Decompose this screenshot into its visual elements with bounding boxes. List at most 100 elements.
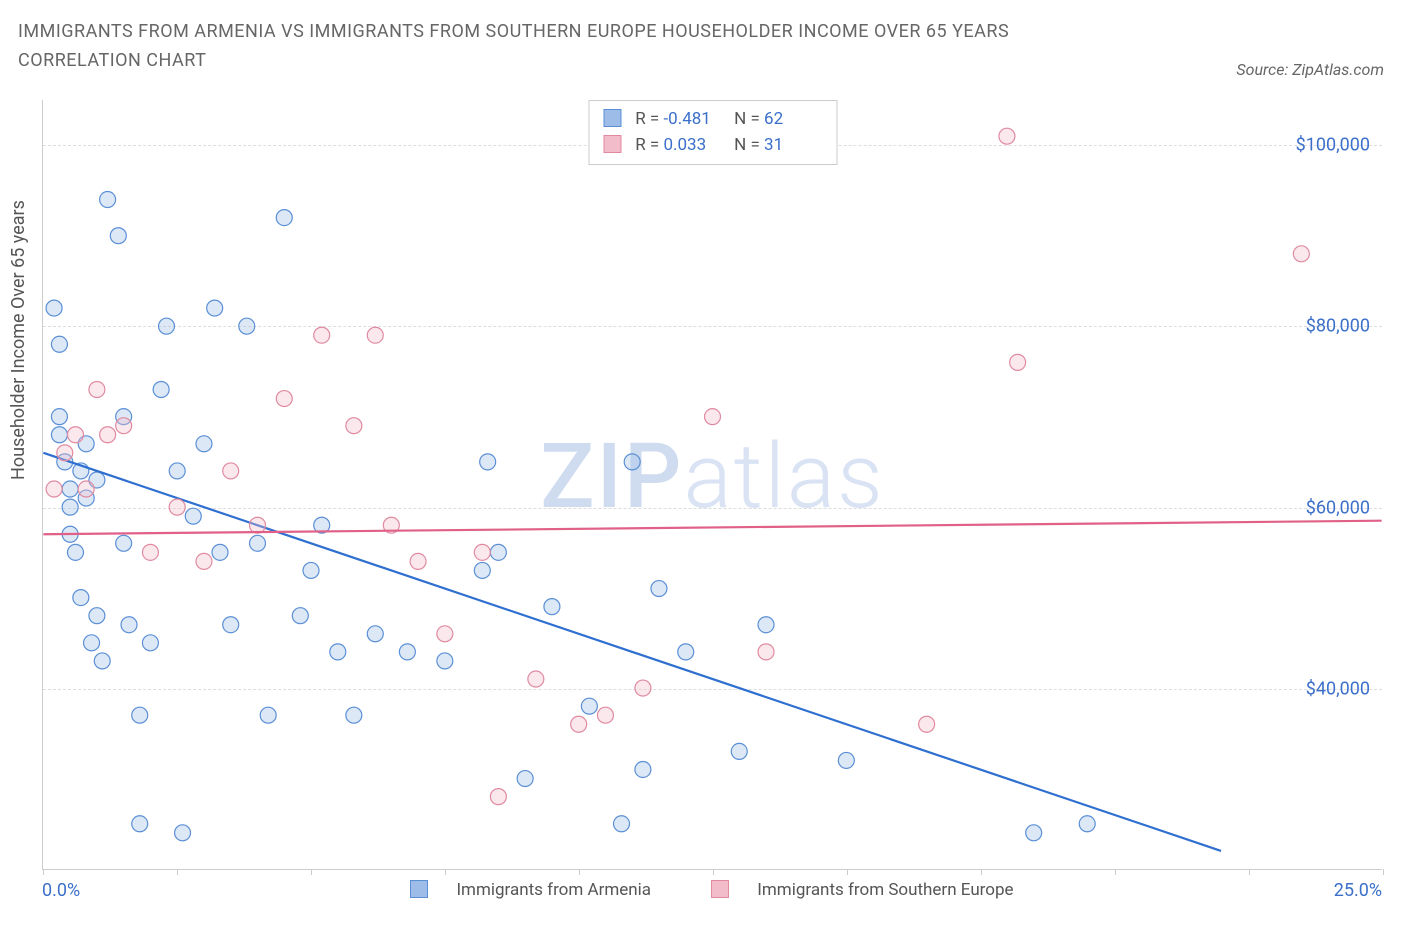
stats-row-seurope: R = 0.033 N = 31 xyxy=(603,133,822,159)
r-value-seurope: 0.033 xyxy=(663,133,721,159)
x-tick-mark xyxy=(981,869,982,875)
legend-swatch-seurope-2 xyxy=(711,880,729,898)
scatter-point-armenia xyxy=(490,544,506,560)
r-label: R = xyxy=(635,135,659,155)
scatter-point-armenia xyxy=(207,300,223,316)
scatter-point-armenia xyxy=(303,562,319,578)
scatter-point-seurope xyxy=(410,553,426,569)
scatter-point-seurope xyxy=(474,544,490,560)
scatter-point-armenia xyxy=(758,617,774,633)
y-axis-label: Householder Income Over 65 years xyxy=(8,200,29,480)
scatter-point-armenia xyxy=(635,761,651,777)
legend-label-seurope: Immigrants from Southern Europe xyxy=(757,880,1013,900)
scatter-point-armenia xyxy=(110,228,126,244)
regression-line-armenia xyxy=(43,453,1221,851)
scatter-point-armenia xyxy=(100,192,116,208)
scatter-point-armenia xyxy=(142,635,158,651)
scatter-point-seurope xyxy=(314,327,330,343)
scatter-point-armenia xyxy=(46,300,62,316)
scatter-point-armenia xyxy=(67,544,83,560)
source-attribution: Source: ZipAtlas.com xyxy=(1236,60,1384,79)
scatter-point-armenia xyxy=(276,210,292,226)
x-tick-mark xyxy=(1115,869,1116,875)
scatter-point-armenia xyxy=(169,463,185,479)
scatter-point-armenia xyxy=(260,707,276,723)
chart-plot-area: ZIPatlas R = -0.481 N = 62 R = 0.033 N =… xyxy=(42,100,1382,870)
scatter-point-armenia xyxy=(62,481,78,497)
x-tick-mark xyxy=(1383,869,1384,875)
legend-swatch-armenia xyxy=(603,109,621,127)
scatter-point-seurope xyxy=(490,789,506,805)
scatter-svg xyxy=(43,100,1382,869)
scatter-point-seurope xyxy=(1010,354,1026,370)
correlation-stats-box: R = -0.481 N = 62 R = 0.033 N = 31 xyxy=(588,100,837,165)
scatter-point-armenia xyxy=(614,816,630,832)
scatter-point-armenia xyxy=(132,707,148,723)
n-label: N = xyxy=(734,135,760,155)
chart-title: IMMIGRANTS FROM ARMENIA VS IMMIGRANTS FR… xyxy=(18,18,1126,76)
scatter-point-seurope xyxy=(276,391,292,407)
scatter-point-armenia xyxy=(250,535,266,551)
scatter-point-seurope xyxy=(89,382,105,398)
scatter-point-seurope xyxy=(116,418,132,434)
scatter-point-armenia xyxy=(196,436,212,452)
regression-line-seurope xyxy=(43,521,1381,535)
x-tick-mark xyxy=(311,869,312,875)
scatter-point-seurope xyxy=(635,680,651,696)
legend-item-seurope: Immigrants from Southern Europe xyxy=(697,880,1027,900)
scatter-point-armenia xyxy=(474,562,490,578)
x-tick-mark xyxy=(445,869,446,875)
legend-item-armenia: Immigrants from Armenia xyxy=(396,880,669,900)
r-value-armenia: -0.481 xyxy=(663,107,721,133)
legend-swatch-seurope xyxy=(603,135,621,153)
legend-bottom: Immigrants from Armenia Immigrants from … xyxy=(42,880,1382,900)
scatter-point-seurope xyxy=(67,427,83,443)
scatter-point-seurope xyxy=(437,626,453,642)
scatter-point-seurope xyxy=(999,128,1015,144)
scatter-point-seurope xyxy=(100,427,116,443)
x-tick-mark xyxy=(579,869,580,875)
scatter-point-armenia xyxy=(132,816,148,832)
scatter-point-armenia xyxy=(367,626,383,642)
x-tick-mark xyxy=(1249,869,1250,875)
scatter-point-armenia xyxy=(159,318,175,334)
scatter-point-seurope xyxy=(758,644,774,660)
r-label: R = xyxy=(635,109,659,129)
scatter-point-armenia xyxy=(239,318,255,334)
scatter-point-seurope xyxy=(78,481,94,497)
scatter-point-armenia xyxy=(62,499,78,515)
scatter-point-seurope xyxy=(367,327,383,343)
scatter-point-armenia xyxy=(624,454,640,470)
scatter-point-armenia xyxy=(223,617,239,633)
scatter-point-armenia xyxy=(51,409,67,425)
x-axis-max-label: 25.0% xyxy=(1334,880,1382,901)
scatter-point-armenia xyxy=(212,544,228,560)
scatter-point-armenia xyxy=(399,644,415,660)
scatter-point-armenia xyxy=(330,644,346,660)
scatter-point-armenia xyxy=(544,599,560,615)
scatter-point-armenia xyxy=(84,635,100,651)
scatter-point-seurope xyxy=(346,418,362,434)
scatter-point-seurope xyxy=(169,499,185,515)
n-value-seurope: 31 xyxy=(764,133,822,159)
scatter-point-armenia xyxy=(838,752,854,768)
scatter-point-seurope xyxy=(705,409,721,425)
scatter-point-armenia xyxy=(51,336,67,352)
scatter-point-seurope xyxy=(571,716,587,732)
scatter-point-seurope xyxy=(528,671,544,687)
scatter-point-armenia xyxy=(116,535,132,551)
scatter-point-armenia xyxy=(480,454,496,470)
scatter-point-seurope xyxy=(597,707,613,723)
x-tick-mark xyxy=(43,869,44,875)
scatter-point-armenia xyxy=(51,427,67,443)
x-tick-mark xyxy=(847,869,848,875)
scatter-point-armenia xyxy=(153,382,169,398)
scatter-point-seurope xyxy=(250,517,266,533)
scatter-point-armenia xyxy=(678,644,694,660)
scatter-point-seurope xyxy=(196,553,212,569)
scatter-point-armenia xyxy=(731,743,747,759)
legend-label-armenia: Immigrants from Armenia xyxy=(456,880,651,900)
scatter-point-seurope xyxy=(142,544,158,560)
x-tick-mark xyxy=(177,869,178,875)
scatter-point-armenia xyxy=(73,590,89,606)
